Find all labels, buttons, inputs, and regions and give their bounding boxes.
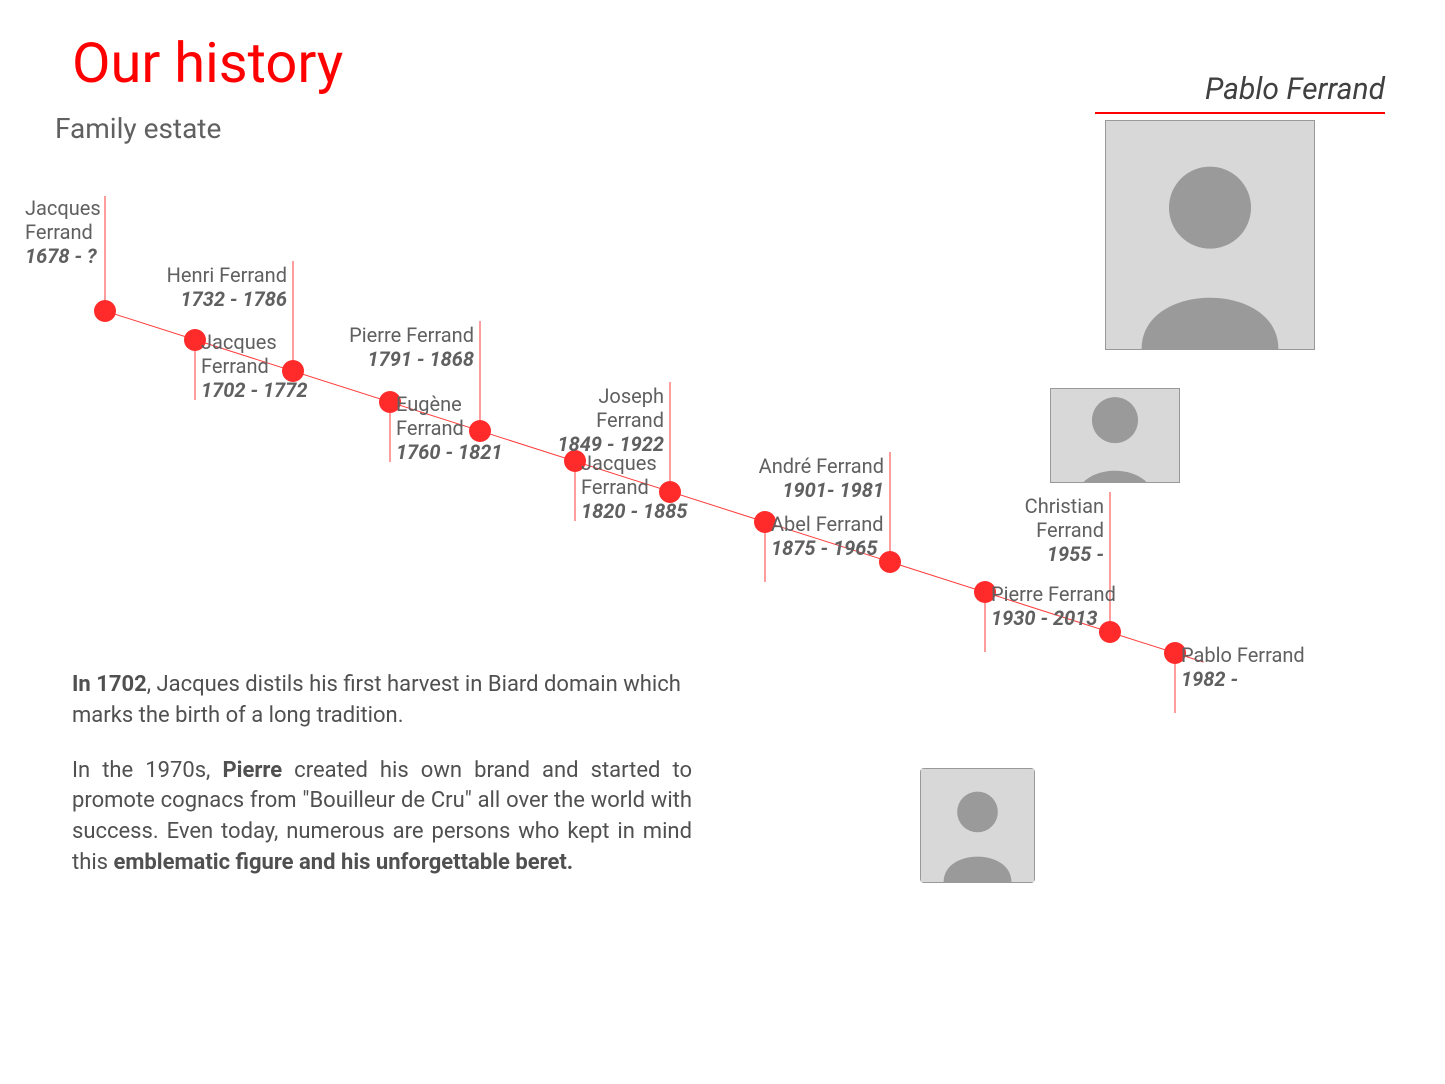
timeline-node-name: Joseph Ferrand bbox=[534, 384, 664, 432]
featured-name: Pablo Ferrand bbox=[1205, 72, 1385, 107]
timeline-node-dates: 1955 - bbox=[974, 542, 1104, 566]
timeline-node-name: André Ferrand bbox=[754, 454, 884, 478]
timeline-node-name: Eugène Ferrand bbox=[396, 392, 526, 440]
timeline-node-name: Christian Ferrand bbox=[974, 494, 1104, 542]
timeline-node-dates: 1901- 1981 bbox=[754, 478, 884, 502]
body-text: In 1702, Jacques distils his first harve… bbox=[72, 670, 692, 903]
timeline-node-label: Jacques Ferrand1820 - 1885 bbox=[581, 451, 711, 523]
timeline-node-label: Pablo Ferrand1982 - bbox=[1181, 643, 1311, 691]
body-para-1: In 1702, Jacques distils his first harve… bbox=[72, 670, 692, 732]
photo-placeholder bbox=[920, 768, 1035, 883]
timeline-node-label: Joseph Ferrand1849 - 1922 bbox=[534, 384, 664, 456]
timeline-node-name: Pierre Ferrand bbox=[344, 323, 474, 347]
timeline-node-dates: 1702 - 1772 bbox=[201, 378, 331, 402]
body-para-2: In the 1970s, Pierre created his own bra… bbox=[72, 756, 692, 879]
timeline-node-label: André Ferrand1901- 1981 bbox=[754, 454, 884, 502]
timeline-node-name: Jacques Ferrand bbox=[581, 451, 711, 499]
timeline-node-label: Eugène Ferrand1760 - 1821 bbox=[396, 392, 526, 464]
timeline-node-dates: 1732 - 1786 bbox=[157, 287, 287, 311]
timeline-node-name: Henri Ferrand bbox=[157, 263, 287, 287]
photo-placeholder bbox=[1105, 120, 1315, 350]
timeline-node-dates: 1820 - 1885 bbox=[581, 499, 711, 523]
page-title: Our history bbox=[72, 30, 343, 96]
body-para-1-rest: , Jacques distils his first harvest in B… bbox=[72, 672, 681, 728]
timeline-node-dates: 1760 - 1821 bbox=[396, 440, 526, 464]
body-para-2-bold: Pierre bbox=[222, 758, 282, 783]
photo-placeholder bbox=[1050, 388, 1180, 483]
timeline-node-label: Christian Ferrand1955 - bbox=[974, 494, 1104, 566]
timeline-node-dates: 1791 - 1868 bbox=[344, 347, 474, 371]
body-para-2-pre: In the 1970s, bbox=[72, 758, 222, 783]
timeline-node-label: Pierre Ferrand1791 - 1868 bbox=[344, 323, 474, 371]
timeline-node-name: Pablo Ferrand bbox=[1181, 643, 1311, 667]
timeline-node-label: Pierre Ferrand1930 - 2013 bbox=[991, 582, 1121, 630]
page-subtitle: Family estate bbox=[55, 112, 221, 145]
timeline-node-dates: 1678 - ? bbox=[25, 244, 105, 268]
body-para-2-end-bold: emblematic figure and his unforgettable … bbox=[113, 850, 573, 875]
timeline-node-label: Jacques Ferrand1678 - ? bbox=[25, 196, 105, 268]
timeline-node-label: Abel Ferrand1875 - 1965 bbox=[771, 512, 901, 560]
timeline-node-dates: 1875 - 1965 bbox=[771, 536, 901, 560]
timeline-node-dates: 1849 - 1922 bbox=[534, 432, 664, 456]
timeline-node-dates: 1930 - 2013 bbox=[991, 606, 1121, 630]
timeline-node-name: Jacques Ferrand bbox=[201, 330, 331, 378]
timeline-node-label: Henri Ferrand1732 - 1786 bbox=[157, 263, 287, 311]
timeline-node-name: Abel Ferrand bbox=[771, 512, 901, 536]
timeline-node-label: Jacques Ferrand1702 - 1772 bbox=[201, 330, 331, 402]
timeline-node-dates: 1982 - bbox=[1181, 667, 1311, 691]
timeline-node-name: Pierre Ferrand bbox=[991, 582, 1121, 606]
timeline-node-name: Jacques Ferrand bbox=[25, 196, 105, 244]
featured-underline bbox=[1095, 112, 1385, 114]
body-para-1-bold: In 1702 bbox=[72, 672, 147, 697]
